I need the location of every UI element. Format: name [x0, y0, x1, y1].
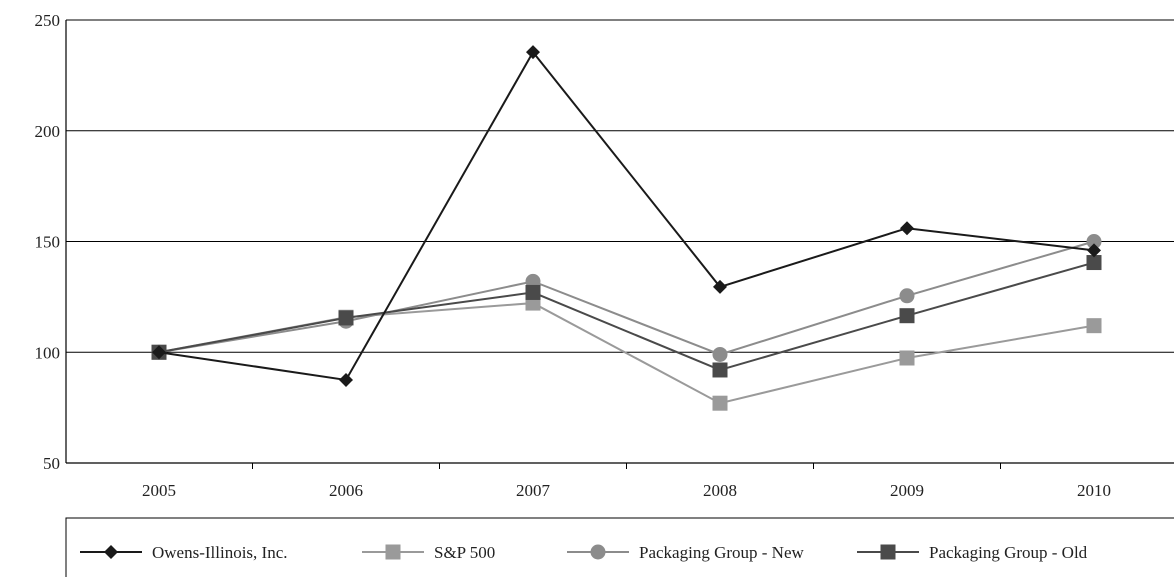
series-3 [151, 255, 1102, 378]
legend-box [65, 517, 1174, 577]
series-2 [151, 234, 1102, 362]
data-point [899, 288, 915, 304]
legend-item: S&P 500 [362, 543, 495, 562]
legend-marker [590, 544, 606, 560]
legend-label: Owens-Illinois, Inc. [152, 543, 288, 562]
y-tick-label: 100 [35, 343, 61, 362]
y-tick-label: 50 [43, 454, 60, 473]
data-point [1086, 234, 1102, 249]
y-tick-label: 200 [35, 122, 61, 141]
series-0 [152, 45, 1101, 387]
legend-marker [104, 545, 118, 559]
series-line [158, 261, 1095, 372]
axes [65, 20, 1174, 469]
legend-marker [385, 544, 401, 560]
legend-item: Owens-Illinois, Inc. [80, 543, 288, 562]
data-point [900, 221, 914, 236]
data-point [1086, 255, 1102, 271]
gridlines [66, 19, 1174, 353]
data-point [713, 279, 727, 294]
data-point [338, 310, 354, 326]
x-tick-labels: 2005 2006 2007 2008 2009 2010 [142, 481, 1111, 500]
data-point [526, 45, 540, 60]
data-point [1086, 318, 1102, 334]
data-point [899, 308, 915, 324]
legend: Owens-Illinois, Inc. S&P 500 Packaging Gro… [65, 517, 1174, 577]
y-tick-label: 150 [35, 233, 61, 252]
y-tick-labels: 50 100 150 200 250 [35, 11, 61, 473]
data-point [339, 372, 353, 387]
series-group [151, 45, 1102, 411]
data-point [1087, 243, 1101, 258]
x-tick-label: 2005 [142, 481, 176, 500]
series-line [158, 50, 1095, 382]
x-tick-label: 2007 [516, 481, 551, 500]
data-point [525, 284, 541, 300]
legend-label: Packaging Group - New [639, 543, 804, 562]
data-point [712, 346, 728, 362]
x-tick-label: 2009 [890, 481, 924, 500]
x-tick-label: 2010 [1077, 481, 1111, 500]
legend-item: Packaging Group - New [567, 543, 804, 562]
x-tick-label: 2006 [329, 481, 363, 500]
series-line [158, 240, 1095, 356]
y-tick-label: 250 [35, 11, 61, 30]
data-point [712, 362, 728, 378]
data-point [899, 350, 915, 366]
legend-marker [880, 544, 896, 560]
data-point [712, 395, 728, 411]
x-tick-label: 2008 [703, 481, 737, 500]
legend-label: S&P 500 [434, 543, 495, 562]
legend-item: Packaging Group - Old [857, 543, 1088, 562]
series-1 [151, 295, 1102, 411]
legend-label: Packaging Group - Old [929, 543, 1088, 562]
data-point [152, 345, 166, 360]
